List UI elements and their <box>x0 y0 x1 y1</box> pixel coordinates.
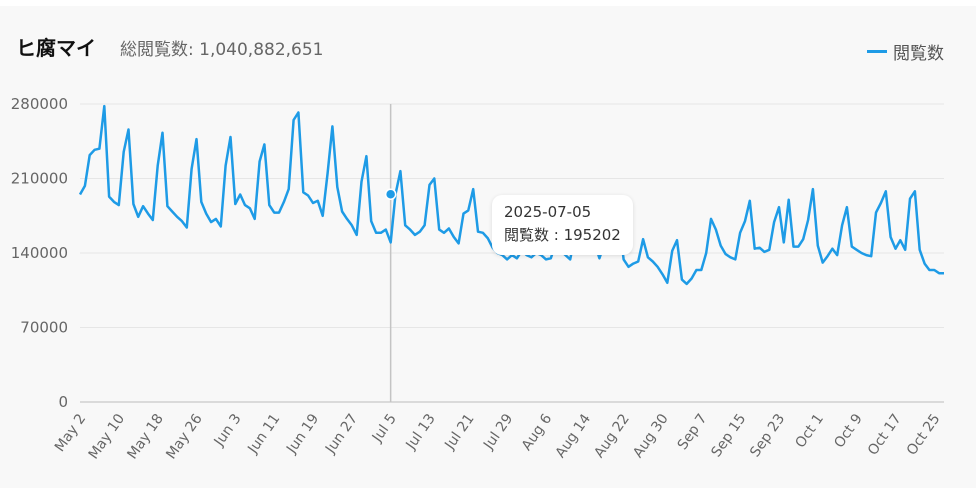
x-tick-label: Oct 9 <box>831 411 866 451</box>
x-tick-label: Oct 25 <box>904 411 944 458</box>
x-tick-label: Oct 17 <box>865 411 905 458</box>
tooltip-value: 閲覧数 : 195202 <box>504 226 621 244</box>
chart-header: ヒ腐マイ 総閲覧数: 1,040,882,651 <box>16 32 324 62</box>
legend-swatch <box>867 50 887 53</box>
legend-label: 閲覧数 <box>893 44 944 64</box>
y-tick-label: 210000 <box>11 170 68 188</box>
x-tick-label: May 2 <box>52 411 89 455</box>
x-tick-label: Aug 14 <box>553 411 595 461</box>
x-tick-label: Jul 5 <box>369 411 400 446</box>
tooltip-date: 2025-07-05 <box>504 203 592 221</box>
total-views-label: 総閲覧数: 1,040,882,651 <box>120 40 324 60</box>
x-tick-label: Jun 27 <box>322 411 361 457</box>
chart-title: ヒ腐マイ <box>16 36 96 60</box>
chart-tooltip: 2025-07-05 閲覧数 : 195202 <box>492 195 633 255</box>
legend[interactable]: 閲覧数 <box>867 39 944 64</box>
y-tick-label: 280000 <box>11 95 68 113</box>
series-line[interactable] <box>78 104 944 286</box>
x-tick-label: Jun 3 <box>211 411 245 450</box>
x-tick-label: Aug 30 <box>630 411 672 461</box>
x-tick-label: Oct 1 <box>792 411 827 451</box>
x-tick-label: May 10 <box>86 411 128 462</box>
x-tick-label: May 18 <box>124 411 166 462</box>
x-tick-label: Sep 23 <box>747 411 788 460</box>
highlight-point[interactable] <box>384 188 397 200</box>
x-tick-label: Jul 21 <box>441 411 477 453</box>
x-tick-label: Jul 13 <box>403 411 439 453</box>
x-tick-label: Jun 11 <box>244 411 283 457</box>
x-tick-label: Sep 15 <box>708 411 749 460</box>
y-tick-label: 140000 <box>11 244 68 262</box>
y-tick-label: 0 <box>58 393 68 411</box>
x-tick-label: Sep 7 <box>675 411 711 453</box>
x-tick-label: Jun 19 <box>283 411 322 457</box>
x-tick-label: Aug 22 <box>591 411 633 461</box>
x-tick-label: Jul 29 <box>480 411 516 453</box>
x-tick-label: May 26 <box>163 411 206 462</box>
chart-card: ヒ腐マイ 総閲覧数: 1,040,882,651 閲覧数 <box>0 6 976 488</box>
y-tick-label: 70000 <box>20 319 68 337</box>
x-tick-label: Aug 6 <box>519 411 556 454</box>
